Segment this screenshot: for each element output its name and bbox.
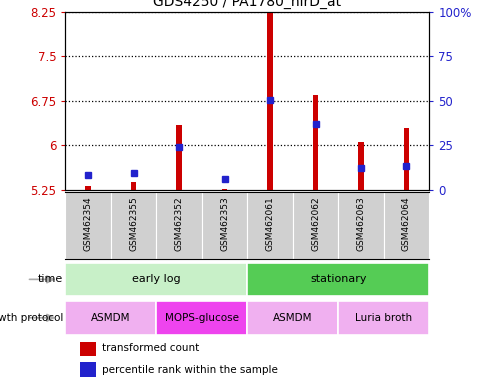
Text: GSM462355: GSM462355	[129, 197, 138, 252]
Text: growth protocol: growth protocol	[0, 313, 63, 323]
Text: Luria broth: Luria broth	[354, 313, 411, 323]
Text: GSM462354: GSM462354	[84, 197, 92, 252]
Bar	[221, 189, 227, 190]
Bar	[80, 362, 96, 377]
Text: time: time	[38, 274, 63, 285]
Bar	[312, 95, 318, 190]
Text: transformed count: transformed count	[102, 343, 199, 353]
Text: ASMDM: ASMDM	[272, 313, 312, 323]
Text: early log: early log	[132, 274, 181, 285]
Bar	[131, 182, 136, 190]
Bar	[267, 6, 272, 190]
Bar	[85, 186, 91, 190]
Bar	[156, 301, 247, 334]
Bar	[65, 301, 156, 334]
Bar	[247, 301, 338, 334]
Text: GSM462353: GSM462353	[220, 197, 228, 252]
Text: GSM462061: GSM462061	[265, 197, 274, 252]
Text: MOPS-glucose: MOPS-glucose	[165, 313, 239, 323]
Bar	[247, 192, 292, 259]
Bar	[338, 301, 428, 334]
Text: GSM462352: GSM462352	[174, 197, 183, 252]
Bar	[65, 263, 247, 296]
Bar	[201, 192, 247, 259]
Bar	[247, 263, 428, 296]
Bar	[292, 192, 338, 259]
Text: GSM462063: GSM462063	[356, 197, 365, 252]
Bar	[156, 192, 201, 259]
Bar	[111, 192, 156, 259]
Text: percentile rank within the sample: percentile rank within the sample	[102, 364, 277, 374]
Bar	[65, 192, 111, 259]
Bar	[176, 125, 182, 190]
Text: GSM462062: GSM462062	[310, 197, 319, 252]
Title: GDS4250 / PA1780_nirD_at: GDS4250 / PA1780_nirD_at	[153, 0, 341, 9]
Text: stationary: stationary	[309, 274, 366, 285]
Bar	[403, 127, 408, 190]
Text: GSM462064: GSM462064	[401, 197, 410, 252]
Text: ASMDM: ASMDM	[91, 313, 130, 323]
Bar	[338, 192, 383, 259]
Bar	[358, 142, 363, 190]
Bar	[80, 342, 96, 356]
Bar	[383, 192, 428, 259]
